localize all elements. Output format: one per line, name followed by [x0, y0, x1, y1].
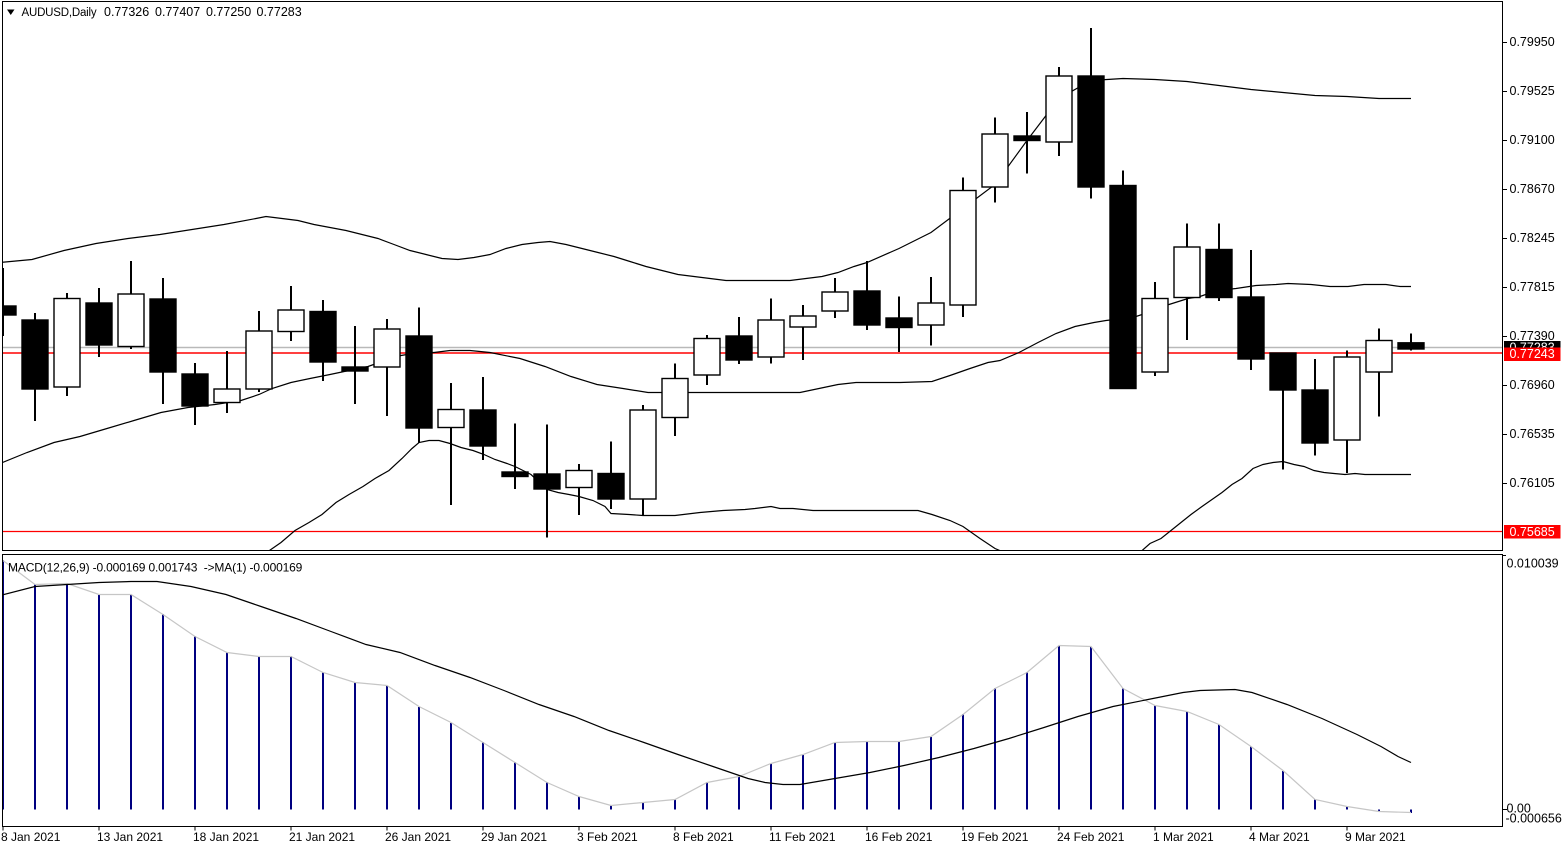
svg-text:19 Feb 2021: 19 Feb 2021: [961, 830, 1029, 844]
svg-text:24 Feb 2021: 24 Feb 2021: [1057, 830, 1125, 844]
svg-text:29 Jan 2021: 29 Jan 2021: [481, 830, 547, 844]
svg-text:0.79950: 0.79950: [1510, 35, 1555, 49]
svg-text:21 Jan 2021: 21 Jan 2021: [289, 830, 355, 844]
svg-text:8 Feb 2021: 8 Feb 2021: [673, 830, 734, 844]
svg-text:0.77250: 0.77250: [206, 5, 251, 19]
svg-text:AUDUSD,Daily: AUDUSD,Daily: [22, 7, 97, 19]
svg-text:26 Jan 2021: 26 Jan 2021: [385, 830, 451, 844]
svg-text:9 Mar 2021: 9 Mar 2021: [1345, 830, 1406, 844]
svg-text:0.79525: 0.79525: [1510, 84, 1555, 98]
svg-text:3 Feb 2021: 3 Feb 2021: [577, 830, 638, 844]
svg-text:0.77815: 0.77815: [1510, 280, 1555, 294]
svg-text:0.78670: 0.78670: [1510, 182, 1555, 196]
svg-text:11 Feb 2021: 11 Feb 2021: [769, 830, 836, 844]
svg-text:0.76535: 0.76535: [1510, 427, 1555, 441]
svg-text:0.78245: 0.78245: [1510, 231, 1555, 245]
svg-text:1 Mar 2021: 1 Mar 2021: [1153, 830, 1214, 844]
svg-text:0.00: 0.00: [1507, 802, 1531, 816]
svg-text:0.75685: 0.75685: [1510, 525, 1555, 539]
svg-text:0.77326: 0.77326: [104, 5, 149, 19]
svg-text:0.77407: 0.77407: [155, 5, 200, 19]
svg-text:0.77243: 0.77243: [1510, 347, 1555, 361]
svg-text:0.76960: 0.76960: [1510, 378, 1555, 392]
svg-text:4 Mar 2021: 4 Mar 2021: [1249, 830, 1310, 844]
svg-text:0.010039: 0.010039: [1507, 557, 1559, 571]
svg-text:0.76105: 0.76105: [1510, 476, 1555, 490]
svg-text:MACD(12,26,9) -0.000169 0.0017: MACD(12,26,9) -0.000169 0.001743 ->MA(1)…: [8, 561, 303, 575]
svg-text:0.77283: 0.77283: [257, 5, 302, 19]
svg-text:18 Jan 2021: 18 Jan 2021: [193, 830, 259, 844]
svg-text:8 Jan 2021: 8 Jan 2021: [1, 830, 61, 844]
svg-text:-0.000656: -0.000656: [1506, 811, 1562, 825]
svg-text:13 Jan 2021: 13 Jan 2021: [97, 830, 163, 844]
svg-text:16 Feb 2021: 16 Feb 2021: [865, 830, 933, 844]
svg-text:0.77390: 0.77390: [1510, 329, 1555, 343]
svg-text:0.79100: 0.79100: [1510, 133, 1555, 147]
